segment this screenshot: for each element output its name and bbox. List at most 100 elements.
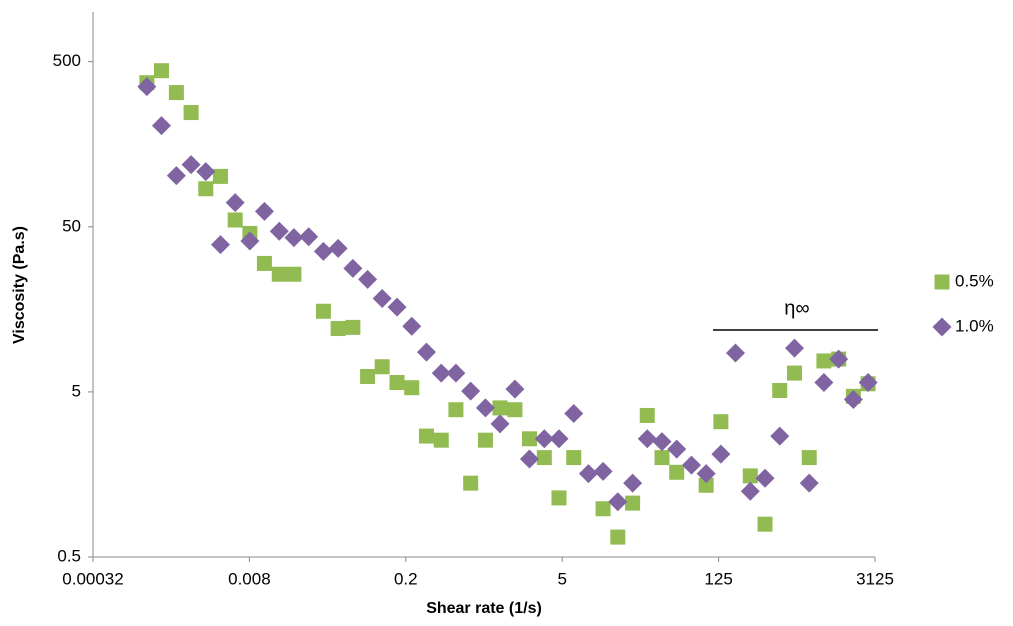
- point: [801, 450, 817, 466]
- point: [536, 450, 552, 466]
- point: [667, 439, 687, 459]
- point: [623, 473, 643, 493]
- point: [330, 321, 346, 337]
- point: [652, 432, 672, 452]
- point: [271, 266, 287, 282]
- point: [254, 201, 274, 221]
- point: [374, 359, 390, 375]
- y-tick-label: 5: [72, 381, 81, 400]
- point: [240, 231, 260, 251]
- x-tick-label: 125: [704, 569, 732, 588]
- point: [210, 235, 230, 255]
- point: [225, 193, 245, 213]
- point: [816, 353, 832, 369]
- point: [595, 501, 611, 517]
- point: [519, 449, 539, 469]
- point: [770, 426, 790, 446]
- point: [446, 363, 466, 383]
- x-tick-label: 0.2: [394, 569, 418, 588]
- point: [593, 461, 613, 481]
- point: [698, 477, 714, 493]
- point: [755, 468, 775, 488]
- point: [198, 181, 214, 197]
- y-tick-label: 0.5: [57, 546, 81, 565]
- point: [507, 402, 523, 418]
- x-tick-label: 0.008: [228, 569, 271, 588]
- point: [299, 227, 319, 247]
- y-tick-label: 50: [62, 216, 81, 235]
- point: [742, 468, 758, 484]
- point: [358, 269, 378, 289]
- point: [196, 162, 216, 182]
- point: [843, 389, 863, 409]
- point: [269, 221, 289, 241]
- point: [711, 444, 731, 464]
- legend-label: 0.5%: [955, 271, 994, 290]
- point: [137, 77, 157, 97]
- point: [404, 380, 420, 396]
- point: [431, 363, 451, 383]
- legend-marker: [932, 317, 952, 337]
- point: [477, 432, 493, 448]
- point: [757, 516, 773, 532]
- point: [564, 403, 584, 423]
- point: [654, 450, 670, 466]
- point: [328, 238, 348, 258]
- point: [256, 255, 272, 271]
- point: [490, 414, 510, 434]
- point: [286, 266, 302, 282]
- point: [389, 375, 405, 391]
- point: [168, 85, 184, 101]
- point: [181, 155, 201, 175]
- legend-marker: [934, 274, 950, 290]
- point: [343, 258, 363, 278]
- point: [448, 402, 464, 418]
- annotation: η∞: [784, 297, 809, 319]
- point: [740, 481, 760, 501]
- point: [284, 228, 304, 248]
- point: [463, 475, 479, 491]
- point: [166, 166, 186, 186]
- point: [402, 316, 422, 336]
- point: [726, 343, 746, 363]
- point: [360, 368, 376, 384]
- point: [786, 365, 802, 381]
- point: [784, 338, 804, 358]
- point: [212, 168, 228, 184]
- point: [829, 349, 849, 369]
- point: [153, 63, 169, 79]
- point: [151, 116, 171, 136]
- point: [549, 429, 569, 449]
- point: [669, 464, 685, 480]
- point: [313, 241, 333, 261]
- point: [799, 473, 819, 493]
- x-axis-title: Shear rate (1/s): [426, 600, 542, 617]
- point: [521, 431, 537, 447]
- point: [566, 450, 582, 466]
- point: [858, 373, 878, 393]
- x-tick-label: 5: [557, 569, 566, 588]
- point: [492, 400, 508, 416]
- point: [772, 382, 788, 398]
- point: [505, 379, 525, 399]
- point: [418, 428, 434, 444]
- y-axis-title: Viscosity (Pa.s): [11, 226, 28, 344]
- x-tick-label: 3125: [856, 569, 894, 588]
- point: [387, 297, 407, 317]
- point: [551, 490, 567, 506]
- x-tick-label: 0.00032: [62, 569, 123, 588]
- point: [372, 288, 392, 308]
- point: [416, 342, 436, 362]
- point: [814, 373, 834, 393]
- point: [183, 105, 199, 121]
- point: [637, 429, 657, 449]
- point: [681, 455, 701, 475]
- point: [696, 464, 716, 484]
- point: [713, 414, 729, 430]
- point: [610, 529, 626, 545]
- point: [433, 432, 449, 448]
- point: [461, 381, 481, 401]
- point: [315, 303, 331, 319]
- y-tick-label: 500: [53, 51, 81, 70]
